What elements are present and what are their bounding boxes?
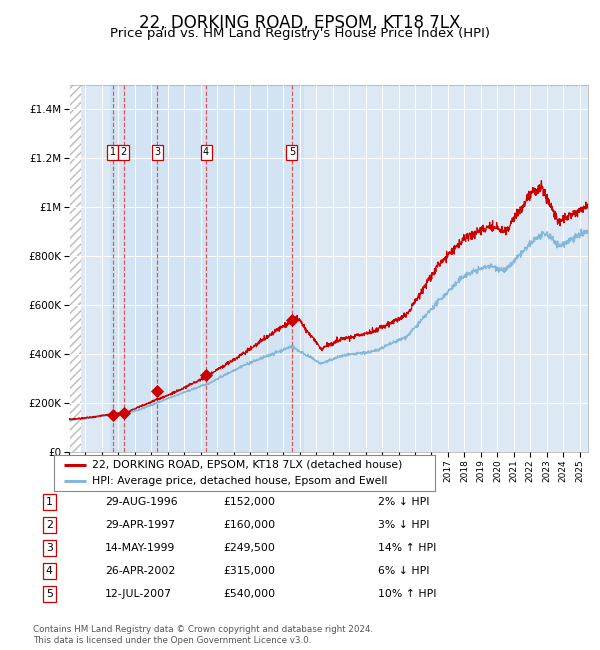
Text: £540,000: £540,000 bbox=[223, 589, 275, 599]
Point bbox=[119, 408, 128, 418]
Text: 14-MAY-1999: 14-MAY-1999 bbox=[105, 543, 175, 553]
Text: 4: 4 bbox=[203, 148, 209, 157]
Text: £315,000: £315,000 bbox=[223, 566, 275, 576]
Text: £160,000: £160,000 bbox=[223, 520, 275, 530]
Text: £152,000: £152,000 bbox=[223, 497, 275, 507]
Point bbox=[152, 385, 162, 396]
Text: 5: 5 bbox=[46, 589, 53, 599]
Text: 5: 5 bbox=[289, 148, 295, 157]
Text: Contains HM Land Registry data © Crown copyright and database right 2024.
This d: Contains HM Land Registry data © Crown c… bbox=[33, 625, 373, 645]
Text: 29-AUG-1996: 29-AUG-1996 bbox=[105, 497, 178, 507]
Point bbox=[201, 369, 211, 380]
Text: 10% ↑ HPI: 10% ↑ HPI bbox=[378, 589, 437, 599]
Point bbox=[287, 315, 297, 325]
Text: 4: 4 bbox=[46, 566, 53, 576]
Text: 6% ↓ HPI: 6% ↓ HPI bbox=[378, 566, 430, 576]
Point bbox=[108, 410, 118, 420]
Text: £249,500: £249,500 bbox=[223, 543, 275, 553]
Text: 22, DORKING ROAD, EPSOM, KT18 7LX (detached house): 22, DORKING ROAD, EPSOM, KT18 7LX (detac… bbox=[92, 460, 403, 470]
Text: 22, DORKING ROAD, EPSOM, KT18 7LX: 22, DORKING ROAD, EPSOM, KT18 7LX bbox=[139, 14, 461, 32]
Bar bbox=[69, 84, 82, 452]
Text: Price paid vs. HM Land Registry's House Price Index (HPI): Price paid vs. HM Land Registry's House … bbox=[110, 27, 490, 40]
Text: 12-JUL-2007: 12-JUL-2007 bbox=[105, 589, 172, 599]
Text: 1: 1 bbox=[46, 497, 53, 507]
Text: 26-APR-2002: 26-APR-2002 bbox=[105, 566, 175, 576]
Bar bbox=[110, 84, 303, 452]
Text: 14% ↑ HPI: 14% ↑ HPI bbox=[378, 543, 436, 553]
Text: 3: 3 bbox=[154, 148, 161, 157]
Text: 3% ↓ HPI: 3% ↓ HPI bbox=[378, 520, 430, 530]
Text: 29-APR-1997: 29-APR-1997 bbox=[105, 520, 175, 530]
Text: 2% ↓ HPI: 2% ↓ HPI bbox=[378, 497, 430, 507]
Text: 2: 2 bbox=[46, 520, 53, 530]
Text: 2: 2 bbox=[121, 148, 127, 157]
Text: 1: 1 bbox=[110, 148, 116, 157]
Text: 3: 3 bbox=[46, 543, 53, 553]
Text: HPI: Average price, detached house, Epsom and Ewell: HPI: Average price, detached house, Epso… bbox=[92, 476, 388, 486]
